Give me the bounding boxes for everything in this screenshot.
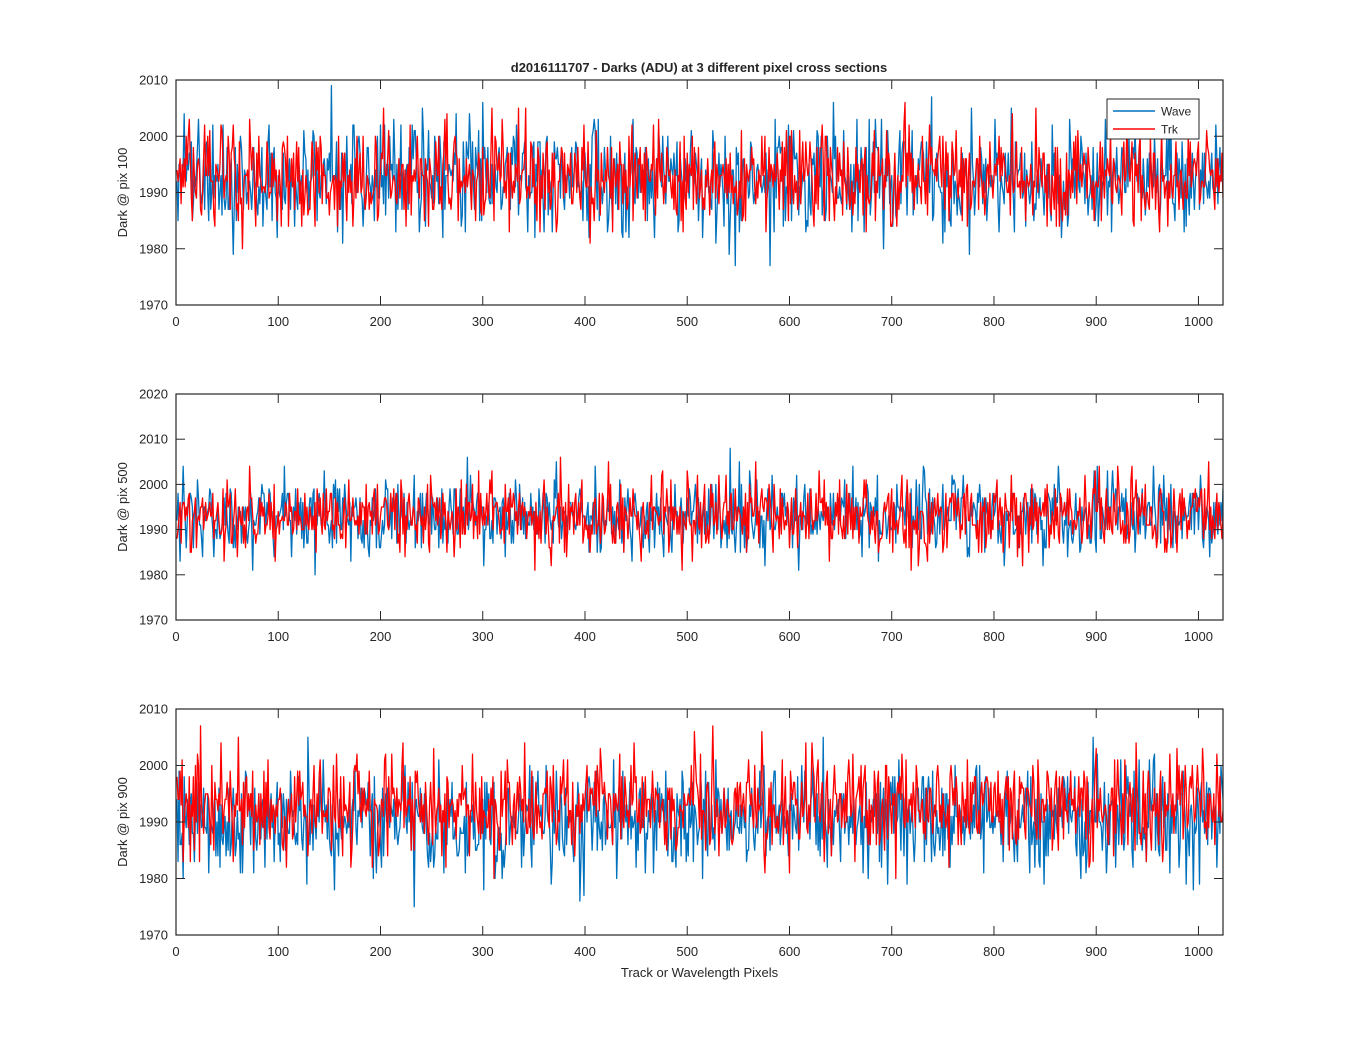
x-tick-label: 400 [574,314,596,329]
y-tick-label: 1980 [139,567,168,582]
y-tick-label: 1990 [139,522,168,537]
y-tick-label: 1970 [139,298,168,313]
series-group [176,84,1223,267]
y-tick-label: 2000 [139,477,168,492]
series-line-trk [176,725,1223,880]
x-tick-label: 200 [370,314,392,329]
series-line-trk [176,101,1223,250]
x-tick-label: 900 [1085,944,1107,959]
axes-box [175,393,1224,621]
y-tick-label: 2000 [139,129,168,144]
subplot-dark-pix-100: 0 100 200 300 400 500 600 700 800 900 1000 1970 1980… [115,73,1224,329]
x-tick-label: 900 [1085,314,1107,329]
legend-label-trk: Trk [1161,123,1179,137]
y-tick-label: 2020 [139,387,168,402]
x-tick-label: 1000 [1184,944,1213,959]
x-tick-label: 600 [779,314,801,329]
y-tick-label: 1970 [139,928,168,943]
legend: Wave Trk [1106,98,1200,140]
x-tick-label: 700 [881,314,903,329]
y-tick-label: 1970 [139,613,168,628]
y-tick-label: 2010 [139,432,168,447]
subplot-dark-pix-900: 0 100 200 300 400 500 600 700 800 900 1000 1970 1980… [115,702,1224,980]
x-tick-label: 300 [472,629,494,644]
series-group [176,447,1223,576]
y-tick-label: 2010 [139,73,168,88]
x-tick-label: 600 [779,944,801,959]
series-line-trk [176,456,1223,571]
x-tick-label: 300 [472,944,494,959]
x-tick-label: 400 [574,629,596,644]
x-tick-label: 200 [370,944,392,959]
x-tick-label: 0 [172,629,179,644]
y-tick-label: 2000 [139,758,168,773]
x-tick-label: 700 [881,944,903,959]
y-axis-label: Dark @ pix 100 [115,148,130,238]
series-group [176,725,1223,908]
x-tick-label: 100 [267,629,289,644]
x-axis-label: Track or Wavelength Pixels [621,965,779,980]
y-tick-label: 1990 [139,185,168,200]
x-tick-label: 100 [267,944,289,959]
x-tick-label: 800 [983,944,1005,959]
x-tick-label: 500 [676,629,698,644]
x-tick-label: 800 [983,629,1005,644]
x-tick-label: 300 [472,314,494,329]
y-axis-label: Dark @ pix 900 [115,777,130,867]
y-tick-label: 2010 [139,702,168,717]
x-tick-label: 700 [881,629,903,644]
x-tick-label: 800 [983,314,1005,329]
y-tick-label: 1990 [139,815,168,830]
y-tick-label: 1980 [139,871,168,886]
legend-label-wave: Wave [1161,105,1192,119]
figure-title: d2016111707 - Darks (ADU) at 3 different… [511,60,887,75]
x-tick-label: 900 [1085,629,1107,644]
y-axis-label: Dark @ pix 500 [115,462,130,552]
x-tick-label: 200 [370,629,392,644]
x-tick-label: 1000 [1184,314,1213,329]
x-tick-label: 500 [676,314,698,329]
legend-box [1106,98,1200,140]
x-tick-label: 0 [172,944,179,959]
subplot-dark-pix-500: 0 100 200 300 400 500 600 700 800 900 1000 1970 1980… [115,387,1224,644]
x-tick-label: 1000 [1184,629,1213,644]
x-tick-label: 0 [172,314,179,329]
x-tick-label: 100 [267,314,289,329]
y-tick-label: 1980 [139,241,168,256]
x-tick-label: 600 [779,629,801,644]
x-tick-label: 400 [574,944,596,959]
x-tick-label: 500 [676,944,698,959]
